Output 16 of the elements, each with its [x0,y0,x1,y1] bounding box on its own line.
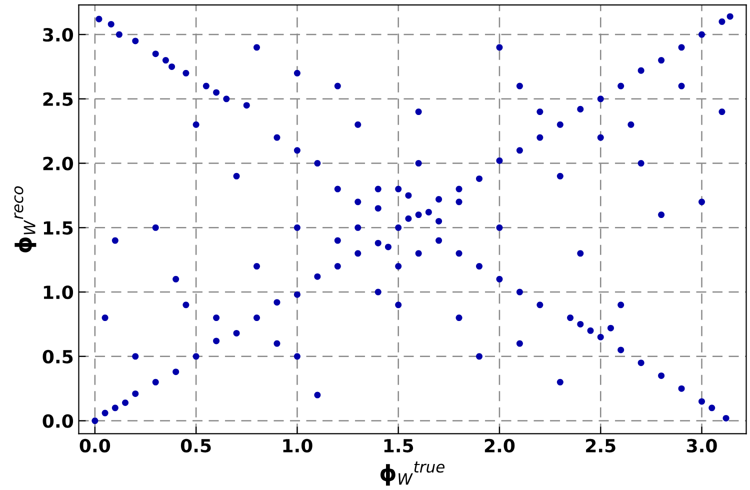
x-axis-title: ϕ$_{W}$$^{true}$ [380,462,445,486]
x-tick-label: 2.0 [484,438,515,452]
x-tick-label: 1.5 [384,439,414,452]
y-tick-label: 1.5 [44,221,73,235]
x-tick-label: 0.5 [180,438,211,452]
x-tick-label: 1.0 [283,438,312,452]
x-tick-label: 3.0 [686,438,717,452]
y-tick-label: 0.5 [42,350,73,364]
x-tick-label: 0.0 [80,438,110,452]
y-tick-label: 1.0 [44,285,74,300]
y-tick-label: 0.0 [42,414,74,428]
y-tick-label: 3.0 [43,28,74,42]
y-tick-label: 2.5 [43,92,73,106]
y-axis-title: ϕ$_{W}$$^{reco}$ [14,186,36,252]
y-tick-label: 2.0 [43,156,74,170]
x-tick-label: 2.5 [586,438,616,452]
